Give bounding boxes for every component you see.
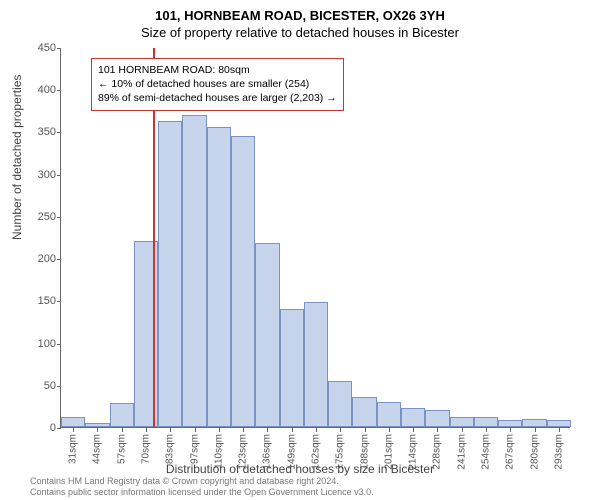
histogram-bar (255, 243, 279, 427)
x-tick-mark (316, 428, 317, 432)
histogram-bar (547, 420, 571, 427)
histogram-bar (425, 410, 449, 427)
y-tick-mark (57, 344, 61, 345)
x-tick-mark (340, 428, 341, 432)
histogram-bar (280, 309, 304, 427)
annotation-line: 101 HORNBEAM ROAD: 80sqm (98, 63, 337, 77)
annotation-line: 89% of semi-detached houses are larger (… (98, 91, 337, 105)
histogram-bar (522, 419, 546, 427)
annotation-line: ← 10% of detached houses are smaller (25… (98, 77, 337, 91)
chart-area: 05010015020025030035040045031sqm44sqm57s… (60, 48, 570, 428)
y-tick-label: 350 (38, 126, 56, 138)
y-tick-mark (57, 90, 61, 91)
x-tick-mark (219, 428, 220, 432)
x-tick-mark (535, 428, 536, 432)
x-tick-mark (437, 428, 438, 432)
x-tick-mark (243, 428, 244, 432)
y-tick-label: 150 (38, 295, 56, 307)
x-tick-label: 83sqm (165, 434, 176, 464)
histogram-bar (110, 403, 134, 427)
histogram-bar (377, 402, 401, 427)
page-title: 101, HORNBEAM ROAD, BICESTER, OX26 3YH (0, 0, 600, 23)
y-tick-mark (57, 175, 61, 176)
histogram-bar (231, 136, 255, 427)
x-tick-label: 70sqm (141, 434, 152, 464)
annotation-box: 101 HORNBEAM ROAD: 80sqm← 10% of detache… (91, 58, 344, 111)
histogram-bar (207, 127, 231, 427)
histogram-bar (401, 408, 425, 427)
histogram-bar (85, 423, 109, 427)
y-tick-label: 200 (38, 253, 56, 265)
histogram-bar (450, 417, 474, 427)
histogram-bar (61, 417, 85, 427)
x-tick-mark (122, 428, 123, 432)
y-tick-mark (57, 301, 61, 302)
x-tick-mark (170, 428, 171, 432)
x-tick-mark (486, 428, 487, 432)
y-tick-label: 50 (44, 380, 56, 392)
histogram-plot: 05010015020025030035040045031sqm44sqm57s… (60, 48, 570, 428)
y-axis-label: Number of detached properties (10, 75, 24, 240)
histogram-bar (474, 417, 498, 427)
histogram-bar (182, 115, 206, 427)
x-tick-label: 31sqm (68, 434, 79, 464)
y-tick-label: 450 (38, 42, 56, 54)
attribution-footer: Contains HM Land Registry data © Crown c… (30, 476, 374, 498)
x-tick-mark (365, 428, 366, 432)
x-tick-mark (267, 428, 268, 432)
x-tick-label: 97sqm (189, 434, 200, 464)
footer-line-1: Contains HM Land Registry data © Crown c… (30, 476, 374, 487)
x-tick-mark (413, 428, 414, 432)
y-tick-mark (57, 386, 61, 387)
y-tick-label: 300 (38, 169, 56, 181)
y-tick-label: 100 (38, 338, 56, 350)
y-tick-label: 400 (38, 84, 56, 96)
y-tick-mark (57, 428, 61, 429)
y-tick-label: 250 (38, 211, 56, 223)
x-tick-mark (559, 428, 560, 432)
x-tick-mark (146, 428, 147, 432)
x-tick-mark (462, 428, 463, 432)
page-subtitle: Size of property relative to detached ho… (0, 23, 600, 40)
x-tick-mark (97, 428, 98, 432)
y-tick-label: 0 (50, 422, 56, 434)
x-tick-label: 57sqm (116, 434, 127, 464)
y-tick-mark (57, 259, 61, 260)
x-tick-mark (389, 428, 390, 432)
histogram-bar (352, 397, 376, 427)
y-tick-mark (57, 217, 61, 218)
x-tick-mark (195, 428, 196, 432)
x-tick-label: 44sqm (92, 434, 103, 464)
x-tick-mark (292, 428, 293, 432)
histogram-bar (304, 302, 328, 427)
histogram-bar (158, 121, 182, 427)
x-tick-mark (510, 428, 511, 432)
x-tick-mark (73, 428, 74, 432)
histogram-bar (498, 420, 522, 427)
y-tick-mark (57, 48, 61, 49)
footer-line-2: Contains public sector information licen… (30, 487, 374, 498)
histogram-bar (328, 381, 352, 427)
x-axis-label: Distribution of detached houses by size … (0, 462, 600, 476)
y-tick-mark (57, 132, 61, 133)
